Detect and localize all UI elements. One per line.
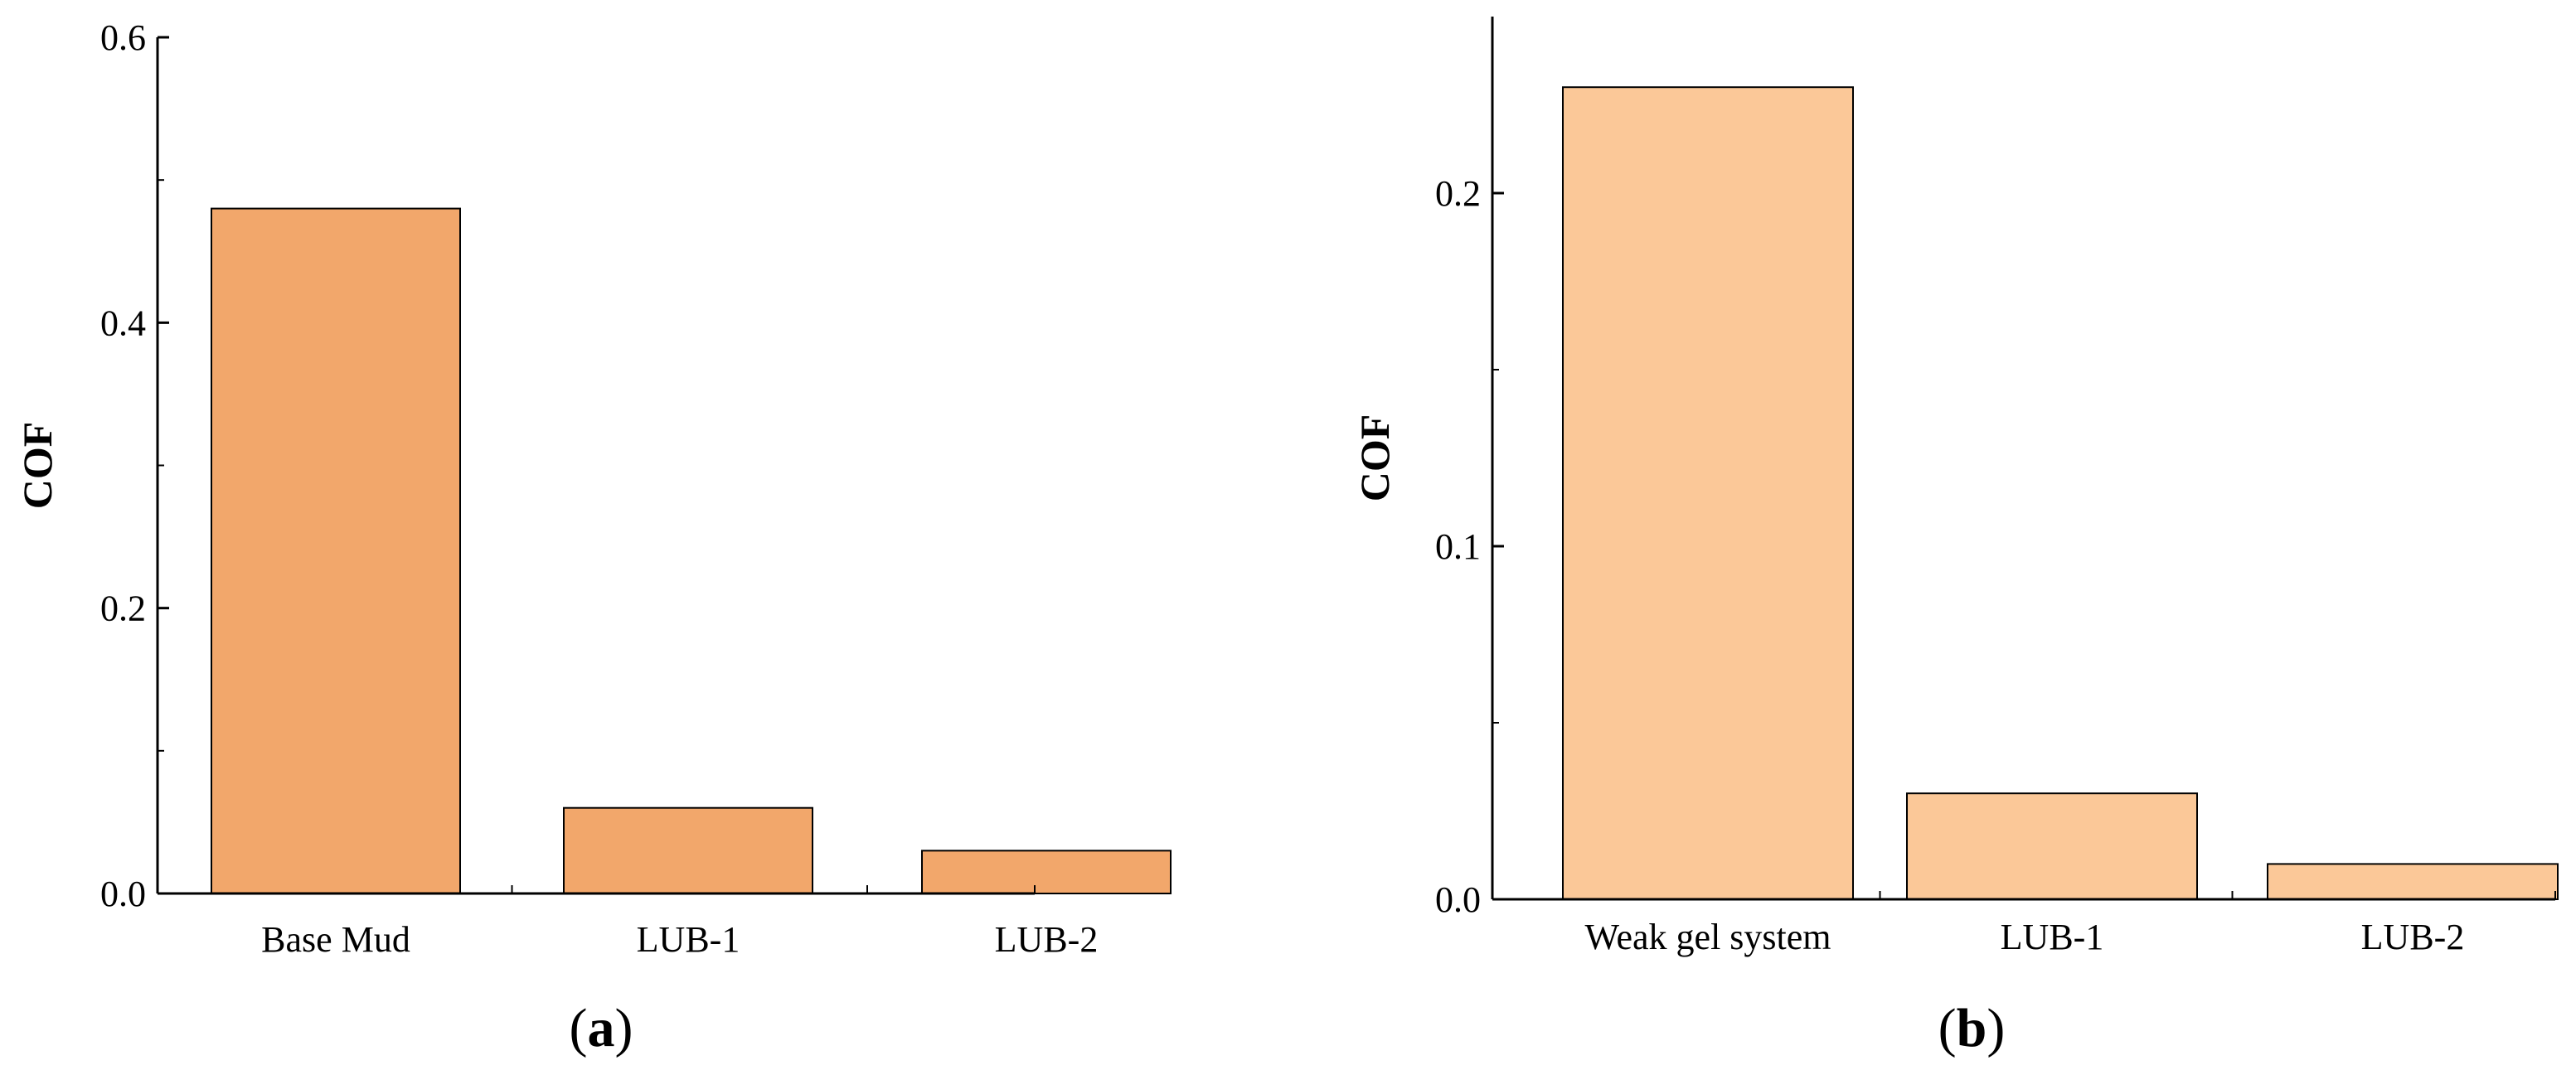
panel-label-close: ) [1987, 998, 2005, 1058]
x-tick-label: LUB-1 [2001, 917, 2104, 957]
x-tick-label: Weak gel system [1584, 917, 1831, 957]
panel-label-open: ( [1938, 998, 1957, 1058]
bar-weak-gel-system [1562, 86, 1854, 900]
y-tick-label: 0.2 [1435, 173, 1481, 214]
chart-panel-b: 0.0 0.1 0.2 Weak gel system LUB-1 LUB-2 COF (b) [1351, 17, 2559, 1058]
y-tick-label: 0.0 [100, 874, 146, 914]
y-axis-title: COF [14, 422, 61, 510]
bar-lub-1 [563, 806, 813, 895]
x-tick-label: LUB-2 [2361, 917, 2465, 957]
x-tick-label: Base Mud [261, 919, 410, 960]
y-tick-label: 0.6 [100, 17, 146, 58]
bar-base-mud [211, 207, 461, 895]
x-tick-label: LUB-1 [637, 919, 740, 960]
panel-label-open: ( [570, 998, 588, 1058]
panel-label-close: ) [615, 998, 633, 1058]
y-tick-label: 0.4 [100, 303, 146, 343]
bar-lub-2 [921, 850, 1172, 894]
bar-lub-2 [2267, 863, 2559, 901]
panel-label: (a) [570, 998, 633, 1058]
panel-label: (b) [1938, 998, 2006, 1058]
bar-lub-1 [1906, 792, 2198, 901]
y-tick-label: 0.1 [1435, 526, 1481, 567]
x-tick-label: LUB-2 [995, 919, 1099, 960]
panel-label-letter: b [1957, 998, 1987, 1058]
chart-panel-a: 0.0 0.2 0.4 0.6 Base Mud LUB-1 LUB-2 COF (a) [14, 17, 1172, 1058]
y-axis-title: COF [1351, 414, 1398, 502]
y-tick-label: 0.2 [100, 588, 146, 629]
y-tick-label: 0.0 [1435, 879, 1481, 920]
panel-label-letter: a [588, 998, 615, 1058]
